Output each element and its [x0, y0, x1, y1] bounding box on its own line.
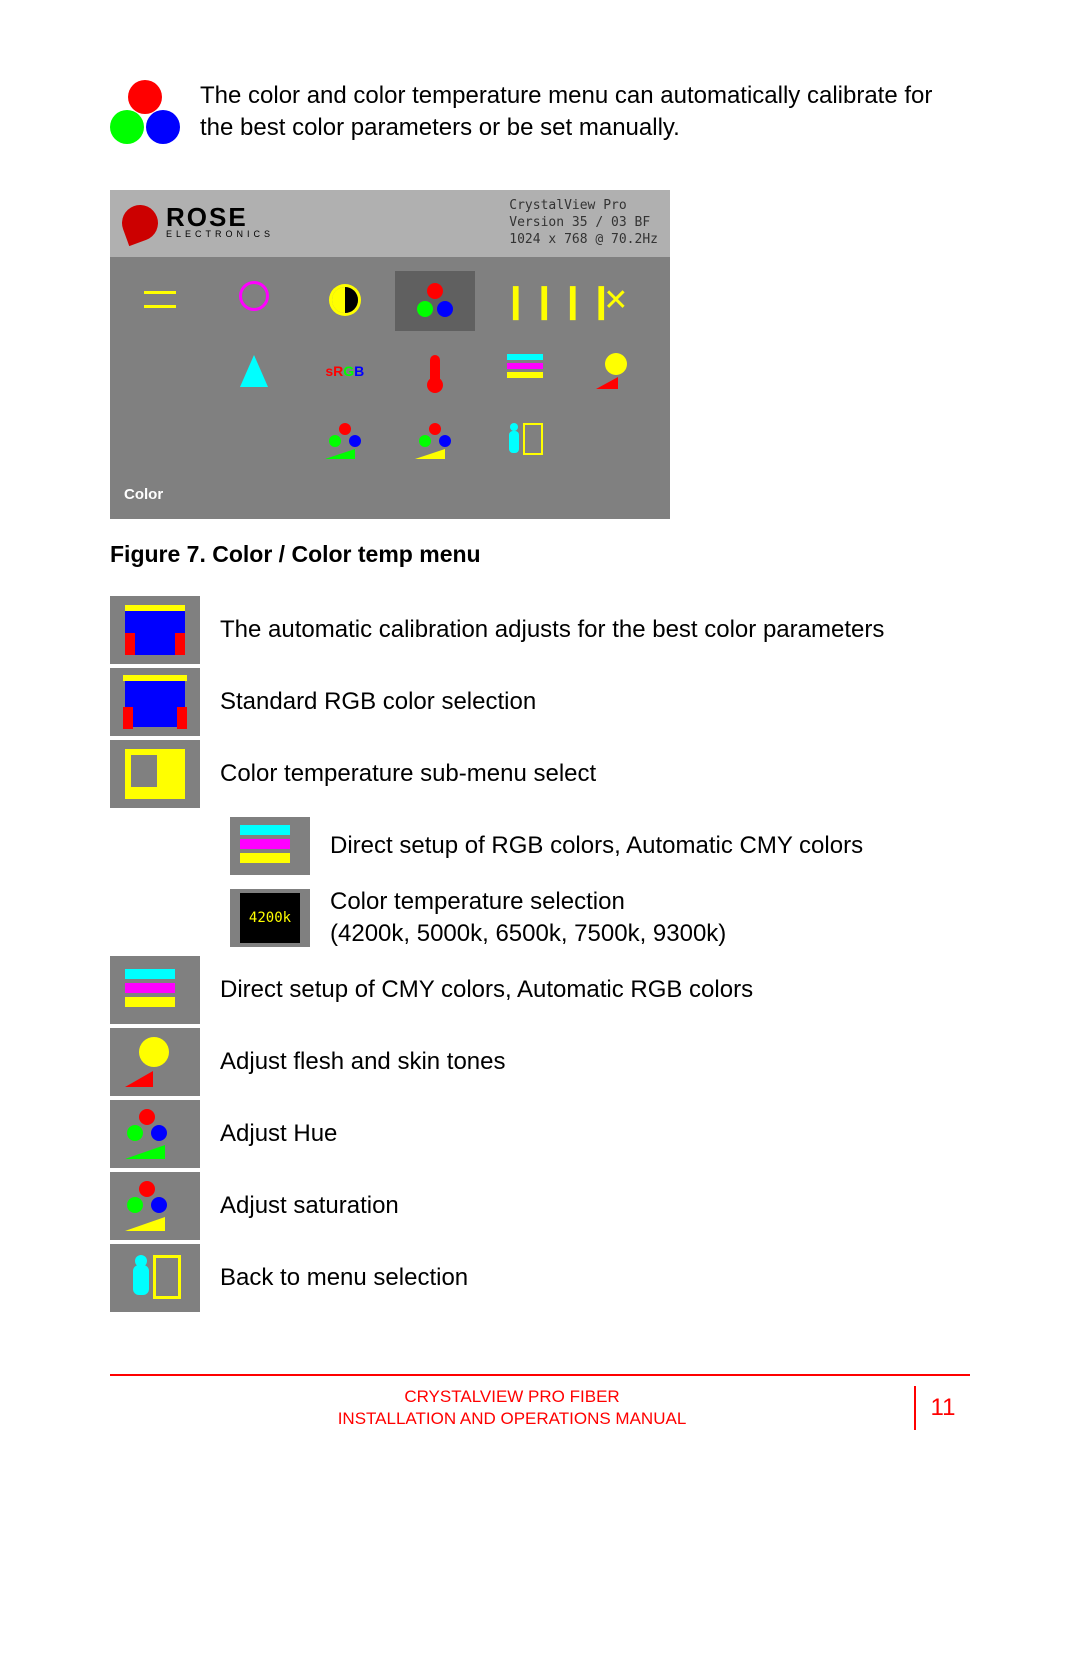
osd-info-3: 1024 x 768 @ 70.2Hz: [509, 232, 658, 249]
osd-saturation-icon: [395, 411, 475, 471]
osd-icon-grid: ❙❙❙❙ ✕ sRGB: [110, 257, 670, 485]
brand-sub: ELECTRONICS: [166, 228, 274, 240]
legend-subrow: Direct setup of RGB colors, Automatic CM…: [110, 810, 970, 882]
osd-wave-icon: ❙❙❙❙: [485, 271, 565, 331]
legend-text: Back to menu selection: [220, 1262, 970, 1294]
legend-row: Adjust saturation: [110, 1170, 970, 1242]
exit-icon: [110, 1244, 200, 1312]
page-footer: CRYSTALVIEW PRO FIBER INSTALLATION AND O…: [110, 1374, 970, 1430]
figure-caption: Figure 7. Color / Color temp menu: [110, 539, 970, 570]
osd-srgb-icon: sRGB: [305, 341, 385, 401]
legend-text: Adjust saturation: [220, 1190, 970, 1222]
legend-text: Adjust Hue: [220, 1118, 970, 1150]
osd-brightness-icon: [305, 271, 385, 331]
osd-size-icon: [124, 271, 204, 331]
osd-exit-icon: [485, 411, 565, 471]
srgb-icon: [110, 668, 200, 736]
flesh-tone-icon: [110, 1028, 200, 1096]
osd-info-2: Version 35 / 03 BF: [509, 215, 658, 232]
footer-title: CRYSTALVIEW PRO FIBER INSTALLATION AND O…: [110, 1386, 914, 1430]
osd-pin-icon: [214, 271, 294, 331]
legend-text: Direct setup of RGB colors, Automatic CM…: [330, 830, 970, 862]
legend-row: Standard RGB color selection: [110, 666, 970, 738]
footer-line2: INSTALLATION AND OPERATIONS MANUAL: [110, 1408, 914, 1430]
rgb-bars-icon: [230, 817, 310, 875]
legend-table: The automatic calibration adjusts for th…: [110, 594, 970, 1314]
legend-text: Direct setup of CMY colors, Automatic RG…: [220, 974, 970, 1006]
cmy-bars-icon: [110, 956, 200, 1024]
legend-row: The automatic calibration adjusts for th…: [110, 594, 970, 666]
osd-thermometer-icon: [395, 341, 475, 401]
osd-menu-screenshot: ROSE ELECTRONICS CrystalView Pro Version…: [110, 190, 670, 519]
legend-row: Direct setup of CMY colors, Automatic RG…: [110, 954, 970, 1026]
osd-info-1: CrystalView Pro: [509, 198, 658, 215]
legend-row: Color temperature sub-menu select: [110, 738, 970, 810]
brand-main: ROSE: [166, 207, 274, 228]
legend-text: Color temperature selection (4200k, 5000…: [330, 886, 970, 951]
legend-text: Adjust flesh and skin tones: [220, 1046, 970, 1078]
rgb-circles-icon: [110, 80, 180, 150]
hue-icon: [110, 1100, 200, 1168]
footer-line1: CRYSTALVIEW PRO FIBER: [110, 1386, 914, 1408]
rose-logo: ROSE ELECTRONICS: [122, 205, 274, 241]
legend-text: Color temperature sub-menu select: [220, 758, 970, 790]
intro-text: The color and color temperature menu can…: [200, 80, 970, 145]
page-number: 11: [914, 1386, 970, 1430]
osd-color-icon: [395, 271, 475, 331]
intro-section: The color and color temperature menu can…: [110, 80, 970, 150]
legend-row: Adjust Hue: [110, 1098, 970, 1170]
osd-face-icon: [576, 341, 656, 401]
color-temp-submenu-icon: [110, 740, 200, 808]
osd-hue-icon: [305, 411, 385, 471]
legend-subrow: 4200k Color temperature selection (4200k…: [110, 882, 970, 954]
osd-bars-icon: [485, 341, 565, 401]
rose-flower-icon: [117, 200, 163, 246]
osd-info: CrystalView Pro Version 35 / 03 BF 1024 …: [509, 198, 658, 249]
color-temp-value-icon: 4200k: [230, 889, 310, 947]
auto-calibration-icon: [110, 596, 200, 664]
legend-row: Back to menu selection: [110, 1242, 970, 1314]
legend-text: The automatic calibration adjusts for th…: [220, 614, 970, 646]
osd-auto-icon: [214, 341, 294, 401]
legend-row: Adjust flesh and skin tones: [110, 1026, 970, 1098]
osd-header: ROSE ELECTRONICS CrystalView Pro Version…: [110, 190, 670, 257]
saturation-icon: [110, 1172, 200, 1240]
legend-text: Standard RGB color selection: [220, 686, 970, 718]
osd-footer-label: Color: [110, 485, 670, 519]
